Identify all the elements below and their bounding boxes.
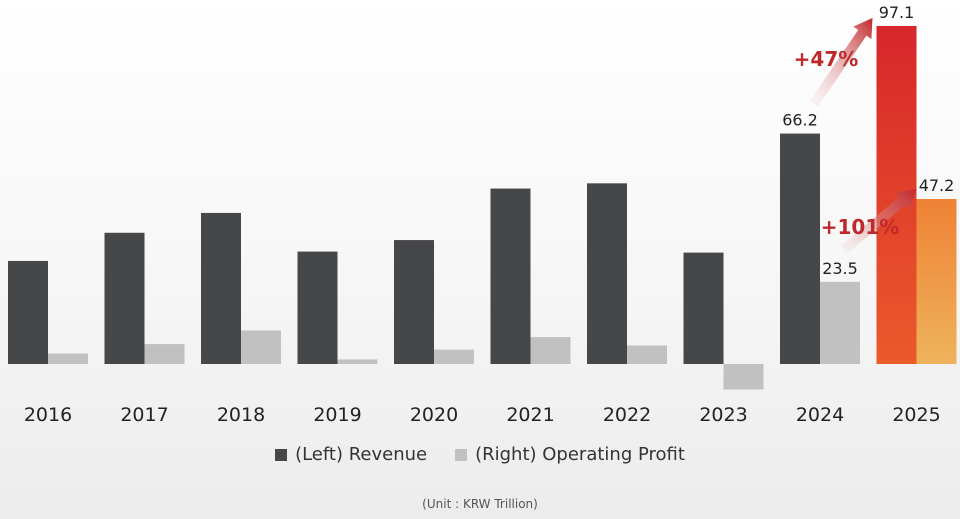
data-label-2025-revenue: 97.1 <box>879 3 915 22</box>
legend-item-profit: (Right) Operating Profit <box>455 444 685 465</box>
data-label-2024-revenue: 66.2 <box>782 111 818 130</box>
bar-profit-2021 <box>530 337 571 364</box>
x-tick-label-2023: 2023 <box>699 404 747 426</box>
legend-label-revenue: (Left) Revenue <box>295 444 428 465</box>
growth-label-profit: +101% <box>821 215 900 239</box>
growth-arrow-profit <box>840 189 917 254</box>
x-tick-label-2018: 2018 <box>217 404 265 426</box>
legend-item-revenue: (Left) Revenue <box>275 444 427 465</box>
growth-arrow-profit-shape <box>840 189 917 254</box>
bar-revenue-2020 <box>394 240 434 364</box>
growth-arrow-revenue-shape <box>809 18 873 107</box>
bar-profit-2022 <box>627 345 667 364</box>
bar-revenue-2021 <box>490 188 531 364</box>
bar-revenue-2022 <box>587 183 627 364</box>
bar-profit-2025 <box>916 199 957 364</box>
x-tick-label-2016: 2016 <box>24 404 72 426</box>
bar-revenue-2017 <box>104 232 145 364</box>
legend: (Left) Revenue (Right) Operating Profit <box>0 444 960 465</box>
data-label-2024-profit: 23.5 <box>822 259 858 278</box>
x-tick-label-2024: 2024 <box>796 404 844 426</box>
x-tick-label-2021: 2021 <box>506 404 554 426</box>
bar-profit-2023 <box>723 364 764 390</box>
x-tick-label-2017: 2017 <box>120 404 168 426</box>
growth-arrow-revenue <box>809 18 873 107</box>
bar-profit-2016 <box>48 353 88 364</box>
x-tick-label-2020: 2020 <box>410 404 458 426</box>
bar-revenue-2016 <box>8 260 48 364</box>
legend-label-profit: (Right) Operating Profit <box>475 444 685 465</box>
bar-profit-2020 <box>434 349 474 364</box>
bar-profit-2018 <box>241 330 281 364</box>
bar-revenue-2023 <box>683 252 724 364</box>
bar-revenue-2024 <box>780 133 820 364</box>
x-tick-label-2025: 2025 <box>892 404 940 426</box>
bar-chart: 2016 2017 2018 2019 2020 2021 2022 2023 2024 2025… <box>8 3 957 426</box>
bar-profit-2017 <box>144 344 185 364</box>
unit-note: (Unit : KRW Trillion) <box>422 497 538 511</box>
legend-swatch-profit <box>455 448 468 461</box>
data-label-2025-profit: 47.2 <box>919 176 955 195</box>
bar-revenue-2019 <box>297 251 338 364</box>
x-tick-label-2022: 2022 <box>603 404 651 426</box>
x-tick-label-2019: 2019 <box>313 404 361 426</box>
bar-profit-2024 <box>820 281 860 364</box>
bar-profit-2019 <box>337 359 378 364</box>
bar-revenue-2018 <box>201 212 241 364</box>
growth-label-revenue: +47% <box>794 47 859 71</box>
legend-swatch-revenue <box>275 448 288 461</box>
